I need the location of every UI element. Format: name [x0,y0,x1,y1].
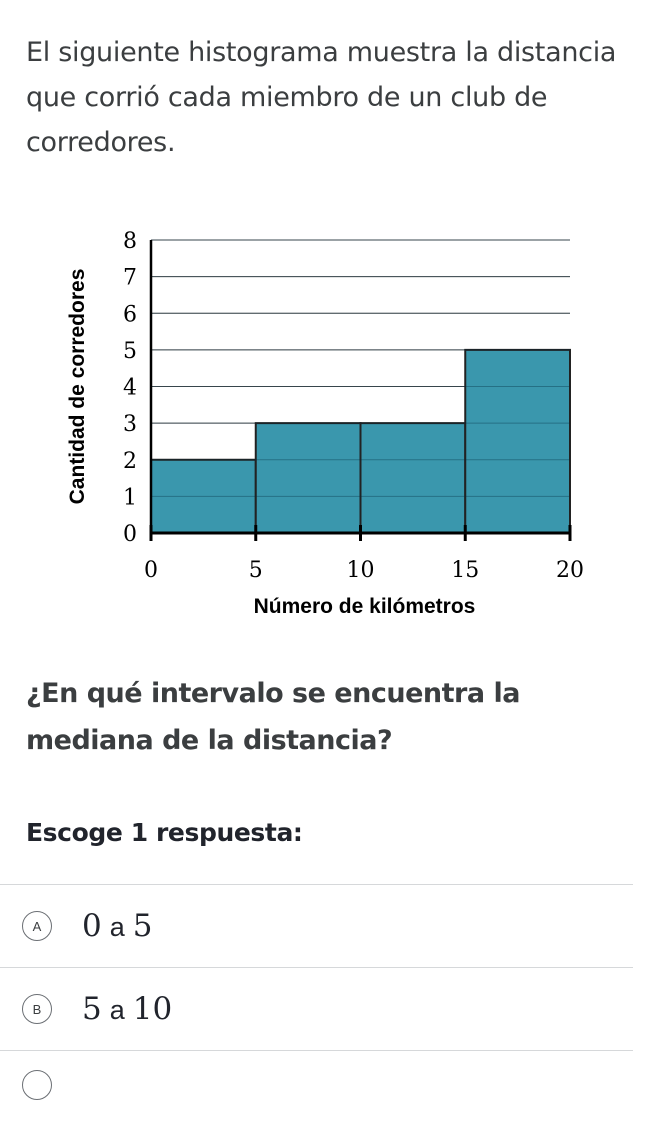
x-tick-label: 20 [556,558,584,583]
choice-from: 0 [82,908,102,944]
x-tick-label: 0 [144,558,158,583]
histogram-bar [359,422,467,534]
histogram-bar [254,422,362,534]
histogram-chart: 0 5 10 15 20 0 1 2 3 4 5 6 7 8 Número de kilómetros Can… [0,215,652,635]
choice-to: 5 [132,908,153,944]
y-axis-title: Cantidad de corredores [66,269,89,505]
choice-label: 5 a 10 [82,991,172,1027]
choice-from: 5 [82,991,102,1027]
y-tick-label: 7 [123,266,137,291]
histogram-svg: 0 5 10 15 20 0 1 2 3 4 5 6 7 8 Número de kilómetros Can… [66,229,584,618]
x-tick-label: 15 [451,558,479,583]
histogram-bar [464,348,571,534]
y-tick-label: 1 [123,485,137,510]
x-tick-label: 10 [347,558,375,583]
choice-c-partial[interactable] [0,1050,633,1133]
choice-letter-badge: B [22,994,52,1024]
choice-to: 10 [132,991,173,1027]
choice-letter-badge: A [22,911,52,941]
question-text: ¿En qué intervalo se encuentra la median… [26,678,520,756]
choice-separator: a [109,995,125,1025]
intro-text: El siguiente histograma muestra la dista… [26,37,617,158]
y-tick-label: 0 [123,522,137,547]
choice-b[interactable]: B 5 a 10 [0,967,633,1050]
y-tick-label: 6 [123,302,137,327]
y-tick-label: 4 [123,376,137,401]
y-tick-label: 5 [123,339,137,364]
y-tick-label: 8 [123,229,137,254]
y-tick-label: 3 [123,412,137,437]
x-tick-label: 5 [249,558,263,583]
y-tick-label: 2 [123,449,137,474]
x-axis-title: Número de kilómetros [254,595,476,618]
answer-prompt: Escoge 1 respuesta: [26,818,303,847]
choice-separator: a [109,912,125,942]
choice-letter-badge [22,1070,52,1100]
